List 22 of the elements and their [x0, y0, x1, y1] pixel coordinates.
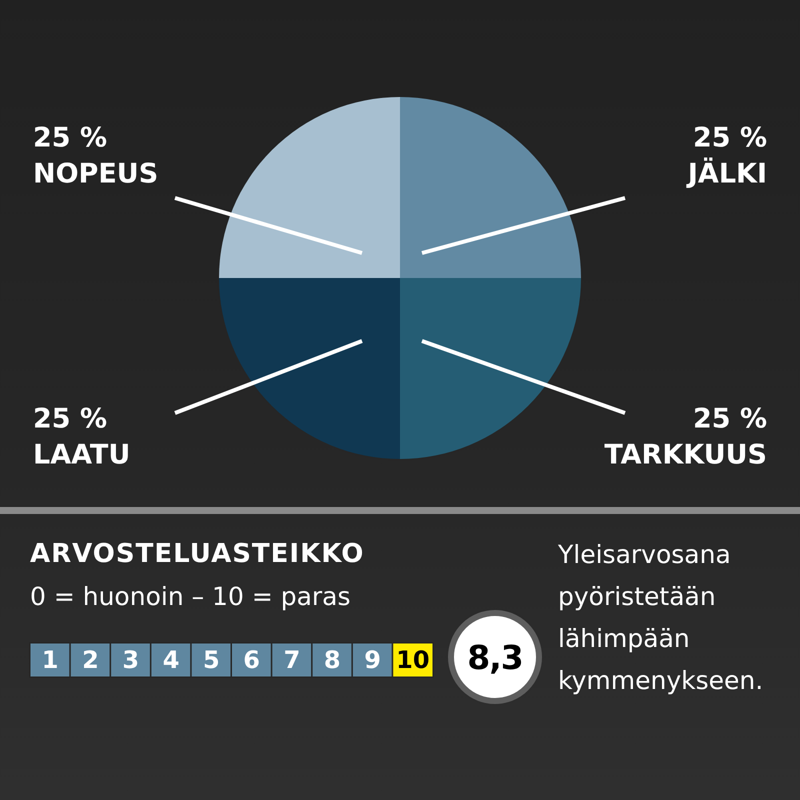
chart-title: ARVOSTELUASTEIKKO: [30, 539, 364, 569]
data-label: 1: [42, 646, 58, 674]
data-label: 25 %: [33, 404, 108, 434]
data-label: 6: [243, 646, 260, 674]
text: Yleisarvosana pyöristetään lähimpään kymmenykseen.: [558, 539, 764, 697]
data-label: 3: [122, 646, 140, 674]
data-label: 2: [82, 646, 99, 674]
data-label: 25 %: [692, 122, 767, 154]
slice-label: NOPEUS: [33, 158, 158, 190]
data-label: 9: [364, 646, 381, 674]
data-label: 25 %: [692, 404, 767, 434]
slice-label: LAATU: [33, 440, 130, 470]
data-label: 4: [162, 646, 180, 674]
slice-label: JÄLKI: [686, 156, 767, 190]
data-label: 25 %: [33, 122, 108, 154]
data-label: 7: [284, 646, 300, 674]
data-label: 8: [324, 646, 341, 674]
data-label: 5: [203, 646, 220, 674]
slice-label: TARKKUUS: [604, 440, 767, 470]
chart-subtitle: 0 = huonoin – 10 = paras: [30, 582, 351, 611]
circle-badge: 8,3: [448, 610, 542, 704]
data-label: 10: [396, 646, 430, 674]
